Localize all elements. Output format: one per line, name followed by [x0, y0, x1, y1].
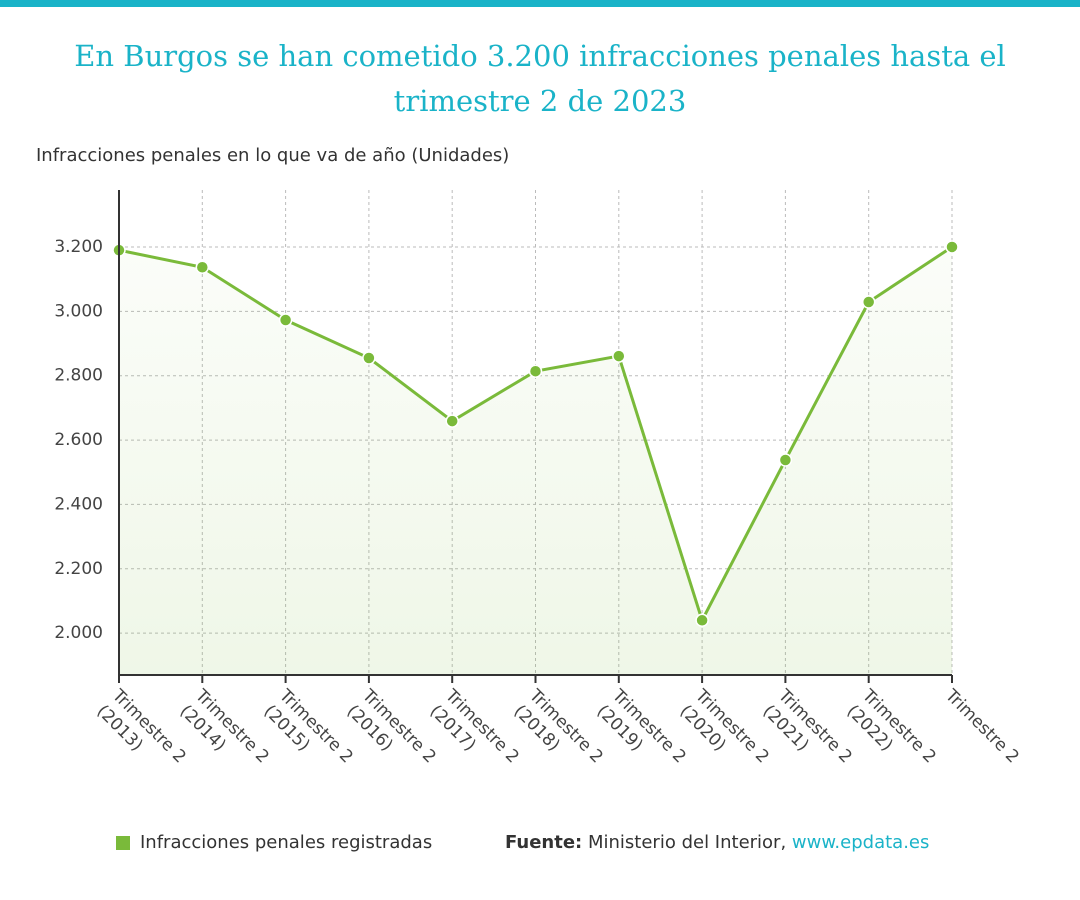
point [528, 364, 543, 378]
chart-title: En Burgos se han cometido 3.200 infracci… [74, 39, 1006, 118]
point [861, 295, 876, 309]
y-tick-label: 3.200 [54, 237, 103, 257]
point [362, 351, 376, 365]
y-tick-label: 2.800 [54, 366, 103, 386]
legend-label: Infracciones penales registradas [140, 832, 433, 853]
y-tick-label: 2.000 [54, 623, 103, 643]
point [695, 613, 709, 628]
point [778, 453, 793, 467]
y-tick-label: 2.400 [54, 494, 103, 514]
point [445, 414, 459, 428]
legend-swatch [116, 835, 130, 850]
area [119, 246, 952, 675]
legend: Infracciones penales registradas [116, 832, 432, 853]
y-tick-label: 2.200 [54, 559, 103, 579]
source-label: Fuente: [505, 832, 583, 853]
point [195, 260, 210, 274]
point [278, 313, 293, 327]
top-bar [0, 0, 1080, 7]
y-tick-label: 2.600 [54, 430, 103, 450]
source-link[interactable]: www.epdata.es [791, 832, 930, 853]
source: Fuente: Ministerio del Interior, www.epd… [505, 832, 929, 853]
source-text: Ministerio del Interior, [587, 832, 787, 853]
y-tick-label: 3.000 [54, 301, 103, 321]
chart-subtitle: Infracciones penales en lo que va de año… [36, 145, 510, 166]
point [612, 349, 626, 363]
point [945, 240, 959, 254]
